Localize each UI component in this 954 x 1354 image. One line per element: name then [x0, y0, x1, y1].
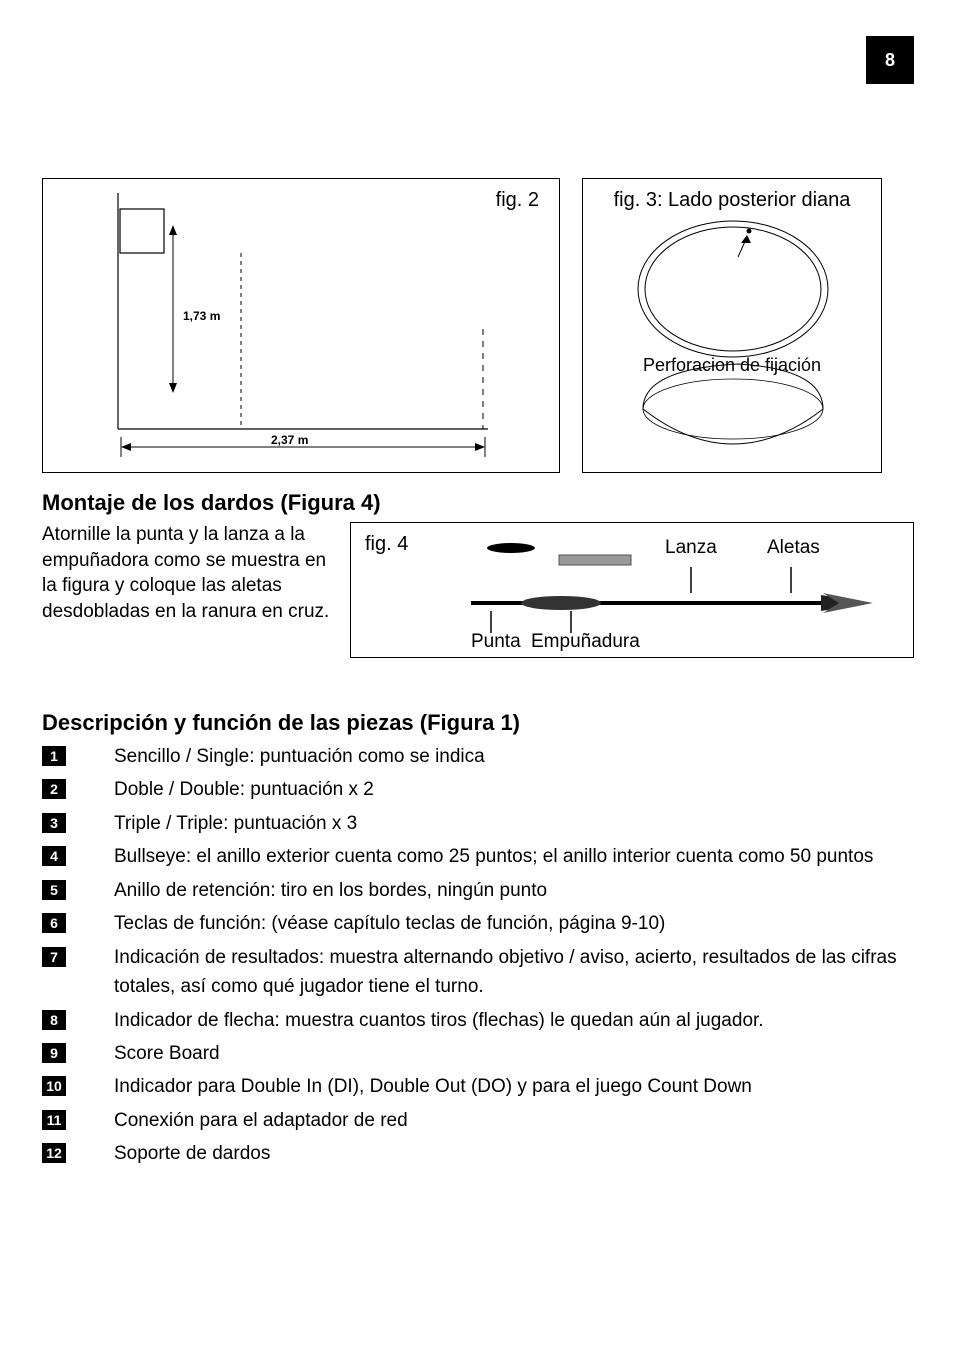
item-number: 3	[42, 813, 66, 833]
item-text: Doble / Double: puntuación x 2	[114, 775, 914, 804]
item-text: Indicación de resultados: muestra altern…	[114, 943, 914, 1002]
fig4-punta: Punta	[471, 631, 521, 653]
item-number: 10	[42, 1076, 66, 1096]
figure-3: fig. 3: Lado posterior diana Perforacion…	[582, 178, 882, 473]
item-number: 12	[42, 1143, 66, 1163]
item-text: Bullseye: el anillo exterior cuenta como…	[114, 842, 914, 871]
list-item: 11 Conexión para el adaptador de red	[42, 1106, 914, 1135]
fig4-aletas: Aletas	[767, 537, 820, 559]
montaje-section: Montaje de los dardos (Figura 4) Atornil…	[42, 490, 914, 658]
item-text: Score Board	[114, 1039, 914, 1068]
item-number: 4	[42, 846, 66, 866]
list-item: 1 Sencillo / Single: puntuación como se i…	[42, 742, 914, 771]
figure-2-diagram	[43, 179, 561, 474]
descripcion-list: 1 Sencillo / Single: puntuación como se i…	[42, 742, 914, 1169]
item-number: 11	[42, 1110, 66, 1130]
page-number-badge: 8	[866, 36, 914, 84]
list-item: 10 Indicador para Double In (DI), Double …	[42, 1072, 914, 1101]
figures-row: fig. 2 1,73 m 2,37 m fig. 3: La	[42, 178, 914, 473]
list-item: 4 Bullseye: el anillo exterior cuenta com…	[42, 842, 914, 871]
item-text: Triple / Triple: puntuación x 3	[114, 809, 914, 838]
item-number: 7	[42, 947, 66, 967]
list-item: 3 Triple / Triple: puntuación x 3	[42, 809, 914, 838]
item-number: 5	[42, 880, 66, 900]
item-number: 8	[42, 1010, 66, 1030]
item-text: Conexión para el adaptador de red	[114, 1106, 914, 1135]
item-number: 6	[42, 913, 66, 933]
fig4-lanza: Lanza	[665, 537, 717, 559]
figure-3-text: Perforacion de fijación	[583, 355, 881, 376]
figure-2-width: 2,37 m	[271, 433, 308, 447]
descripcion-section: Descripción y función de las piezas (Fig…	[42, 710, 914, 1173]
list-item: 7 Indicación de resultados: muestra alter…	[42, 943, 914, 1002]
montaje-body: Atornille la punta y la lanza a la empuñ…	[42, 522, 338, 658]
item-text: Sencillo / Single: puntuación como se in…	[114, 742, 914, 771]
list-item: 9 Score Board	[42, 1039, 914, 1068]
figure-2: fig. 2 1,73 m 2,37 m	[42, 178, 560, 473]
fig4-empunadura: Empuñadura	[531, 631, 640, 653]
figure-3-diagram	[583, 179, 883, 474]
descripcion-heading: Descripción y función de las piezas (Fig…	[42, 710, 914, 736]
item-number: 9	[42, 1043, 66, 1063]
figure-2-height: 1,73 m	[183, 309, 220, 323]
list-item: 8 Indicador de flecha: muestra cuantos ti…	[42, 1006, 914, 1035]
list-item: 6 Teclas de función: (véase capítulo tecl…	[42, 909, 914, 938]
list-item: 2 Doble / Double: puntuación x 2	[42, 775, 914, 804]
item-number: 2	[42, 779, 66, 799]
list-item: 5 Anillo de retención: tiro en los bordes…	[42, 876, 914, 905]
item-text: Teclas de función: (véase capítulo tecla…	[114, 909, 914, 938]
list-item: 12 Soporte de dardos	[42, 1139, 914, 1168]
item-number: 1	[42, 746, 66, 766]
item-text: Indicador para Double In (DI), Double Ou…	[114, 1072, 914, 1101]
item-text: Soporte de dardos	[114, 1139, 914, 1168]
item-text: Anillo de retención: tiro en los bordes,…	[114, 876, 914, 905]
montaje-heading: Montaje de los dardos (Figura 4)	[42, 490, 914, 516]
item-text: Indicador de flecha: muestra cuantos tir…	[114, 1006, 914, 1035]
figure-4: fig. 4 Lanza Aletas Punta Empuñadura	[350, 522, 914, 658]
